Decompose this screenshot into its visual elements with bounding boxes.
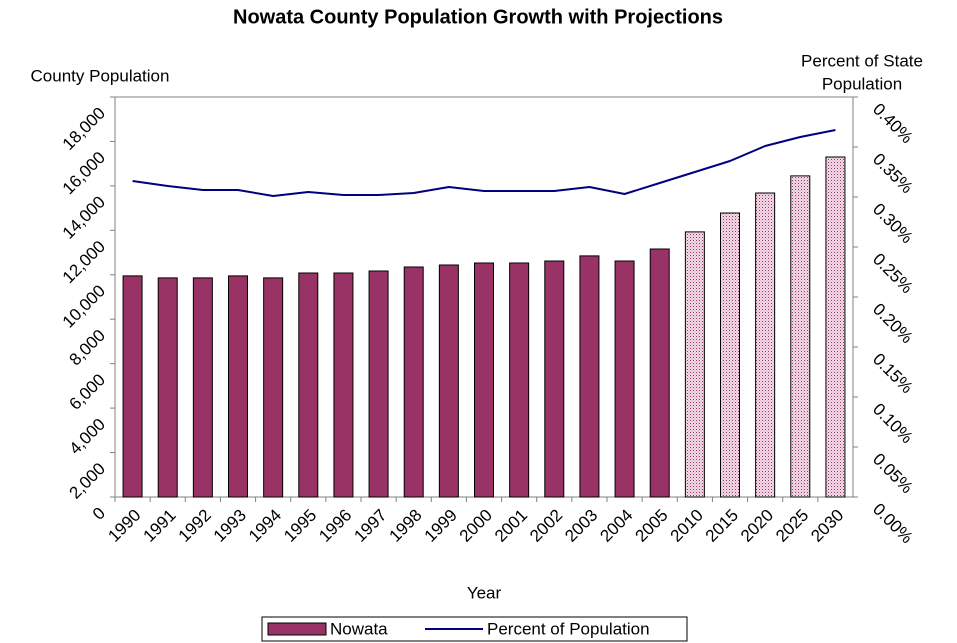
legend-swatch — [267, 622, 327, 636]
y-tick-label: 10,000 — [59, 281, 109, 331]
y2-tick-label: 0.15% — [869, 350, 917, 398]
bar — [825, 156, 846, 498]
y2-tick-label: 0.40% — [869, 100, 917, 148]
x-tick-label: 1991 — [140, 506, 180, 546]
bar — [333, 272, 354, 498]
bar — [368, 270, 389, 498]
bar — [720, 212, 740, 498]
x-tick-label: 1990 — [104, 506, 144, 546]
y-tick-label: 14,000 — [59, 192, 109, 242]
x-tick-label: 2030 — [807, 506, 847, 546]
x-tick-label: 1994 — [245, 506, 285, 546]
x-tick-label: 2025 — [772, 506, 812, 546]
x-tick-label: 2020 — [737, 506, 777, 546]
y-tick-label: 12,000 — [59, 237, 109, 287]
y2-tick-label: 0.30% — [869, 200, 917, 248]
y-tick-label: 8,000 — [65, 326, 109, 370]
x-tick-label: 2015 — [702, 506, 742, 546]
bar — [509, 262, 530, 498]
y2-tick-label: 0.05% — [869, 450, 917, 498]
x-tick-label: 1996 — [315, 506, 355, 546]
bar — [438, 264, 459, 498]
x-tick-label: 2004 — [596, 506, 636, 546]
y2-tick-label: 0.20% — [869, 300, 917, 348]
bar — [122, 275, 143, 498]
y2-tick-label: 0.25% — [869, 250, 917, 298]
line — [132, 129, 836, 197]
bar — [579, 255, 600, 498]
y2-axis-title: Percent of State — [801, 51, 923, 70]
chart-title: Nowata County Population Growth with Pro… — [233, 6, 723, 28]
y-tick-label: 2,000 — [65, 459, 109, 503]
x-tick-label: 1997 — [350, 506, 390, 546]
y2-axis-title: Population — [822, 74, 902, 93]
x-tick-label: 2010 — [667, 506, 707, 546]
bar — [649, 248, 670, 498]
y-tick-label: 16,000 — [59, 148, 109, 198]
y2-tick-label: 0.00% — [869, 500, 917, 548]
y-tick-label: 0 — [89, 504, 109, 524]
y-axis-title: County Population — [31, 66, 170, 85]
y-tick-label: 4,000 — [65, 415, 109, 459]
y2-tick-label: 0.35% — [869, 150, 917, 198]
bar — [684, 231, 705, 498]
bar — [157, 277, 178, 498]
x-tick-label: 2001 — [491, 506, 531, 546]
x-tick-label: 1999 — [421, 506, 461, 546]
x-tick-label: 2005 — [632, 506, 672, 546]
bar — [544, 260, 565, 498]
bar — [755, 192, 776, 498]
bar — [192, 277, 213, 498]
bar — [614, 260, 635, 498]
legend-label: Nowata — [330, 619, 388, 638]
x-tick-label: 1993 — [210, 506, 250, 546]
x-tick-label: 1992 — [175, 506, 215, 546]
x-tick-label: 2000 — [456, 506, 496, 546]
x-tick-label: 1998 — [386, 506, 426, 546]
bar — [228, 275, 248, 498]
legend-label: Percent of Population — [487, 619, 650, 638]
x-axis-title: Year — [467, 583, 502, 602]
bar — [403, 266, 424, 498]
y2-tick-label: 0.10% — [869, 400, 917, 448]
bar — [474, 262, 494, 498]
y-tick-label: 6,000 — [65, 370, 109, 414]
bar — [298, 272, 319, 498]
x-tick-label: 2003 — [561, 506, 601, 546]
bar — [263, 277, 284, 498]
y-tick-label: 18,000 — [59, 104, 109, 154]
x-tick-label: 2002 — [526, 506, 566, 546]
bar — [790, 175, 811, 498]
x-tick-label: 1995 — [280, 506, 320, 546]
